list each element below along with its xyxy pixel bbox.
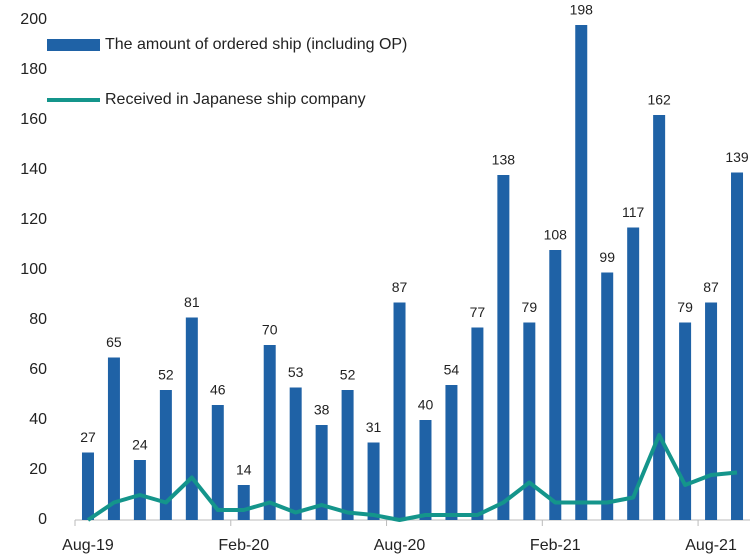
value-label: 65 — [106, 334, 122, 350]
value-label: 27 — [80, 429, 96, 445]
value-label: 14 — [236, 462, 252, 478]
bar — [289, 387, 302, 520]
bar — [263, 345, 276, 520]
y-tick-label: 200 — [20, 11, 47, 28]
legend-label: The amount of ordered ship (including OP… — [105, 36, 407, 53]
bar — [523, 322, 536, 520]
bar — [367, 442, 380, 520]
bar — [159, 390, 172, 520]
value-label: 31 — [366, 419, 382, 435]
x-tick-label: Feb-21 — [530, 537, 581, 554]
x-tick-label: Aug-21 — [685, 537, 737, 554]
y-tick-label: 180 — [20, 61, 47, 78]
value-label: 139 — [725, 149, 749, 165]
y-tick-label: 80 — [29, 311, 47, 328]
value-label: 40 — [418, 397, 434, 413]
value-label: 79 — [522, 299, 538, 315]
legend-swatch — [47, 39, 100, 51]
value-label: 24 — [132, 437, 148, 453]
bar — [211, 405, 224, 520]
x-tick-label: Aug-20 — [374, 537, 426, 554]
value-label: 198 — [570, 2, 594, 18]
value-label: 138 — [492, 152, 516, 168]
bar — [731, 172, 744, 520]
value-label: 162 — [647, 92, 671, 108]
bar — [81, 452, 94, 520]
bar — [627, 227, 640, 520]
line — [86, 433, 738, 522]
bar — [445, 385, 458, 520]
bar — [107, 357, 120, 520]
bar — [133, 460, 146, 520]
bar — [679, 322, 692, 520]
y-tick-label: 160 — [20, 111, 47, 128]
value-label: 52 — [158, 367, 174, 383]
y-tick-label: 60 — [29, 361, 47, 378]
y-tick-label: 120 — [20, 211, 47, 228]
bar — [341, 390, 354, 520]
bar — [705, 302, 718, 520]
bar — [575, 25, 588, 520]
value-label: 117 — [622, 204, 645, 220]
y-tick-label: 20 — [29, 461, 47, 478]
value-label: 99 — [599, 249, 615, 265]
value-label: 87 — [703, 279, 719, 295]
bar — [471, 327, 484, 520]
x-tick-label: Aug-19 — [62, 537, 114, 554]
value-label: 38 — [314, 402, 330, 418]
bar — [237, 485, 250, 520]
bar — [549, 250, 562, 520]
bar — [393, 302, 406, 520]
bar — [653, 115, 666, 520]
y-tick-label: 100 — [20, 261, 47, 278]
value-label: 108 — [544, 227, 568, 243]
x-tick-label: Feb-20 — [218, 537, 269, 554]
bar — [315, 425, 328, 520]
value-label: 79 — [677, 299, 693, 315]
bar — [419, 420, 432, 520]
value-label: 53 — [288, 364, 304, 380]
value-label: 70 — [262, 322, 278, 338]
bar — [497, 175, 510, 520]
y-tick-label: 40 — [29, 411, 47, 428]
value-label: 87 — [392, 279, 408, 295]
y-tick-label: 0 — [38, 511, 47, 528]
value-label: 54 — [444, 362, 460, 378]
value-label: 46 — [210, 382, 226, 398]
legend-label: Received in Japanese ship company — [105, 91, 366, 108]
value-label: 81 — [184, 294, 200, 310]
value-label: 52 — [340, 367, 356, 383]
value-label: 77 — [470, 304, 486, 320]
y-tick-label: 140 — [20, 161, 47, 178]
bar — [185, 317, 198, 520]
bar — [601, 272, 614, 520]
